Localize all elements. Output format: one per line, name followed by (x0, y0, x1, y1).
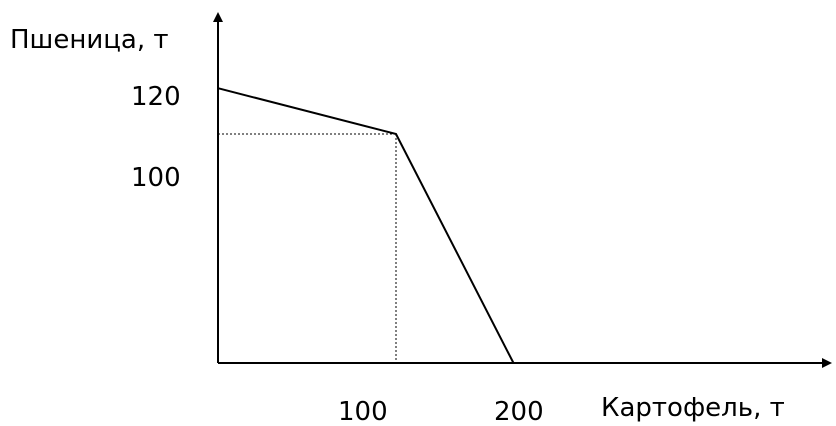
x-tick-label-200: 200 (494, 397, 544, 426)
y-tick-label-120: 120 (131, 82, 181, 112)
series-line (217, 87, 515, 364)
y-axis-label: Пшеница, т (10, 25, 169, 55)
y-tick-label-100: 100 (131, 163, 181, 193)
x-tick-label-100: 100 (338, 397, 388, 426)
x-axis-label: Картофель, т (601, 393, 785, 423)
